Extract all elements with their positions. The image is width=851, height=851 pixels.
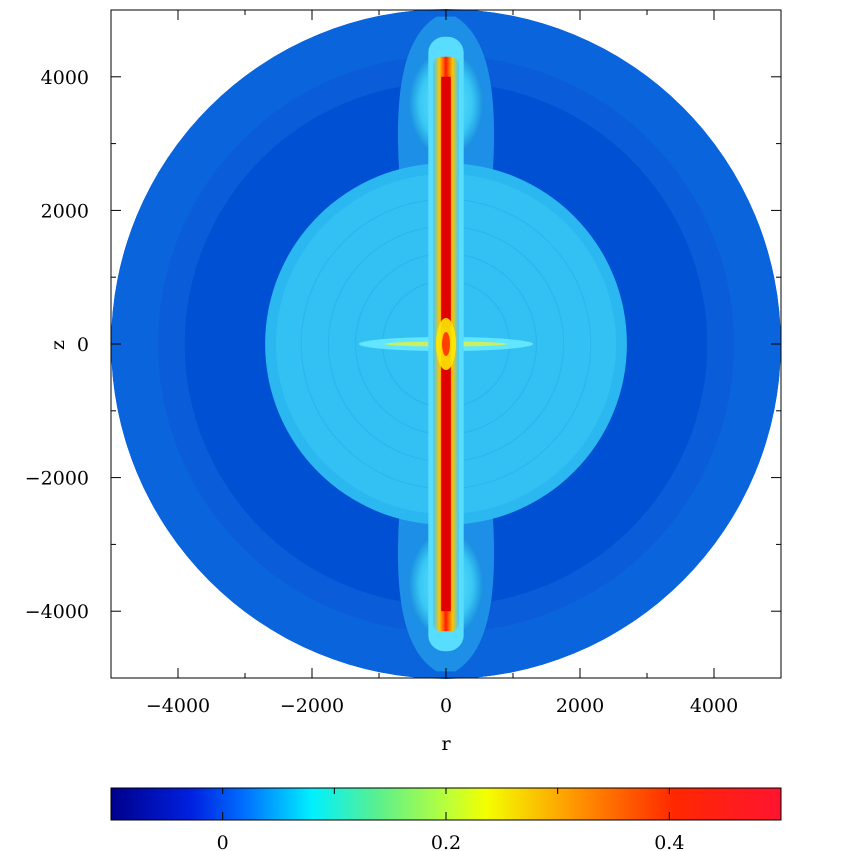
x-axis-label: r xyxy=(441,733,451,755)
colorbar-tick-label: 0.2 xyxy=(431,832,461,851)
y-axis-label: z xyxy=(47,340,69,350)
x-tick-label: −4000 xyxy=(146,695,210,717)
x-tick-label: −2000 xyxy=(280,695,344,717)
colorbar-tick-label: 0 xyxy=(217,832,229,851)
heatmap-field xyxy=(111,9,781,679)
x-tick-label: 2000 xyxy=(556,695,604,717)
central-knot-core xyxy=(442,332,450,356)
y-tick-label: 4000 xyxy=(41,67,89,89)
y-tick-label: −4000 xyxy=(25,601,89,623)
y-tick-label: −2000 xyxy=(25,468,89,490)
field-clipped xyxy=(111,9,781,679)
colorbar-tick-label: 0.4 xyxy=(654,832,684,851)
y-axis: 4000 2000 0 −2000 −4000 xyxy=(25,9,781,679)
y-tick-label: 0 xyxy=(77,334,89,356)
y-tick-label: 2000 xyxy=(41,200,89,222)
x-axis: −4000 −2000 0 2000 4000 xyxy=(110,10,782,717)
x-tick-label: 0 xyxy=(440,695,452,717)
x-tick-label: 4000 xyxy=(690,695,738,717)
colorbar: 0 0.2 0.4 xyxy=(110,787,782,851)
